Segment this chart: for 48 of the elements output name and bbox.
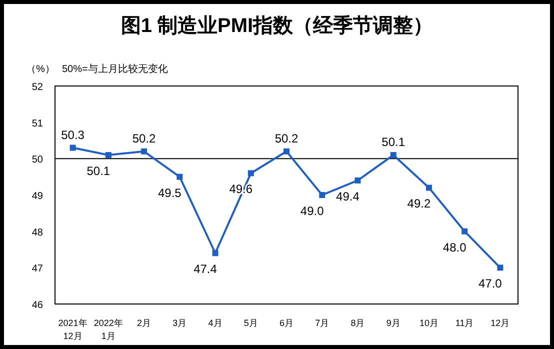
point (248, 170, 254, 176)
x-tick-label: 5月 (244, 318, 258, 328)
y-axis-title: （%） (26, 64, 55, 75)
point (70, 144, 76, 151)
x-tick-label: 3月 (172, 318, 187, 328)
point (462, 228, 468, 234)
y-tick-label: 46 (32, 300, 44, 311)
text: 47.0 (478, 276, 502, 291)
point (426, 184, 432, 191)
x-tick-label: 8月 (350, 318, 365, 328)
x-tick-label: 4月 (208, 318, 222, 328)
text: 49.4 (336, 189, 360, 204)
point (390, 152, 396, 158)
text: 48.0 (442, 240, 466, 254)
y-tick-label: 51 (32, 118, 44, 130)
x-tick-label: 6月 (279, 318, 294, 328)
text: 50.2 (132, 131, 156, 146)
point (105, 152, 112, 158)
x-tick-label: 10月 (419, 318, 438, 328)
text: 50.1 (382, 135, 406, 150)
text: 50.2 (274, 131, 298, 146)
text: 47.4 (194, 262, 217, 276)
text: 50%=与上月比较无变化 (62, 63, 168, 75)
y-tick-label: 49 (32, 191, 44, 202)
point (212, 250, 218, 256)
point (141, 148, 148, 154)
text: 49.2 (407, 196, 431, 211)
text: 50.1 (86, 164, 110, 178)
x-tick-label: 11月 (455, 318, 474, 328)
y-tick-label: 48 (32, 227, 44, 238)
point (176, 174, 183, 180)
point (319, 192, 326, 198)
chart-title: 图1 制造业PMI指数（经季节调整） (120, 14, 434, 37)
text: 49.0 (300, 204, 324, 218)
x-tick-label: 12月 (490, 318, 510, 328)
x-tick-label: 2月 (137, 318, 152, 328)
x-tick-label: 2022年 1月 (94, 318, 123, 341)
y-tick-label: 50 (32, 154, 44, 166)
x-tick-label: 9月 (386, 318, 400, 328)
x-tick-label: 7月 (315, 318, 330, 328)
point (497, 264, 504, 271)
point (284, 148, 290, 154)
y-tick-label: 52 (32, 82, 44, 93)
y-tick-label: 47 (32, 264, 44, 275)
text: 50.3 (61, 128, 84, 142)
point (354, 177, 361, 184)
x-tick-label: 2021年 12月 (58, 318, 88, 341)
text: 49.5 (158, 186, 182, 200)
